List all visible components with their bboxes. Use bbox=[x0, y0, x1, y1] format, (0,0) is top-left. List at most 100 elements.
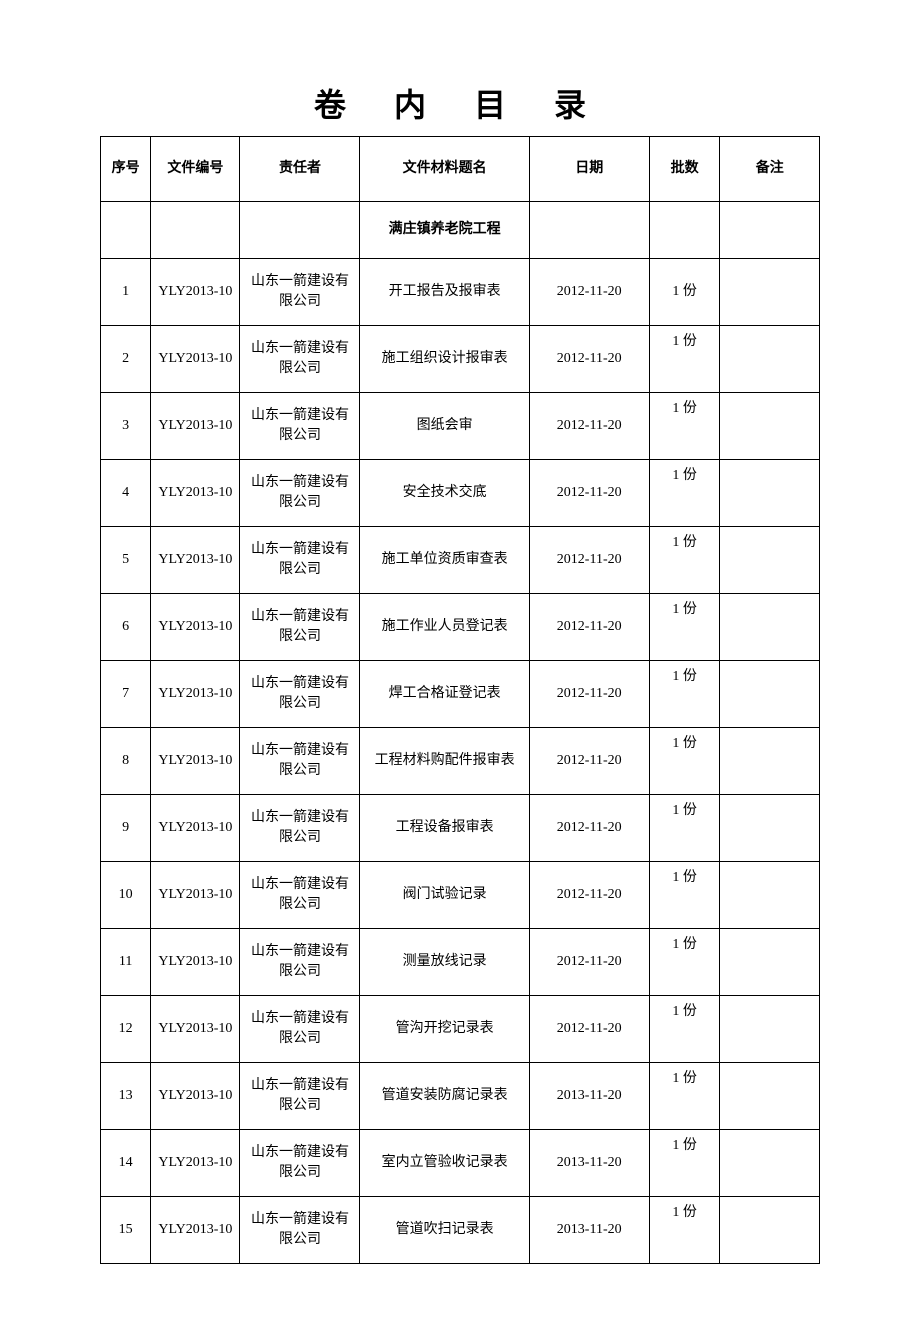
page-title: 卷 内 目 录 bbox=[100, 80, 820, 126]
table-row: 8YLY2013-10山东一箭建设有限公司工程材料购配件报审表2012-11-2… bbox=[101, 728, 820, 795]
cell-title: 安全技术交底 bbox=[360, 460, 529, 527]
cell-remark bbox=[720, 728, 820, 795]
cell-resp: 山东一箭建设有限公司 bbox=[240, 259, 360, 326]
section-cell-resp bbox=[240, 202, 360, 259]
cell-date: 2013-11-20 bbox=[529, 1197, 649, 1264]
cell-date: 2012-11-20 bbox=[529, 594, 649, 661]
cell-date: 2012-11-20 bbox=[529, 460, 649, 527]
cell-remark bbox=[720, 862, 820, 929]
section-cell-remark bbox=[720, 202, 820, 259]
cell-resp: 山东一箭建设有限公司 bbox=[240, 1063, 360, 1130]
table-row: 12YLY2013-10山东一箭建设有限公司管沟开挖记录表2012-11-201… bbox=[101, 996, 820, 1063]
table-row: 7YLY2013-10山东一箭建设有限公司焊工合格证登记表2012-11-201… bbox=[101, 661, 820, 728]
cell-resp: 山东一箭建设有限公司 bbox=[240, 527, 360, 594]
cell-seq: 15 bbox=[101, 1197, 151, 1264]
cell-remark bbox=[720, 661, 820, 728]
table-row: 13YLY2013-10山东一箭建设有限公司管道安装防腐记录表2013-11-2… bbox=[101, 1063, 820, 1130]
cell-title: 工程设备报审表 bbox=[360, 795, 529, 862]
cell-qty: 1 份 bbox=[649, 326, 720, 393]
cell-remark bbox=[720, 527, 820, 594]
cell-remark bbox=[720, 1063, 820, 1130]
col-header-resp: 责任者 bbox=[240, 137, 360, 202]
table-row: 4YLY2013-10山东一箭建设有限公司安全技术交底2012-11-201 份 bbox=[101, 460, 820, 527]
directory-table: 序号 文件编号 责任者 文件材料题名 日期 批数 备注 满庄镇养老院工程 1YL… bbox=[100, 136, 820, 1264]
cell-seq: 10 bbox=[101, 862, 151, 929]
table-row: 10YLY2013-10山东一箭建设有限公司阀门试验记录2012-11-201 … bbox=[101, 862, 820, 929]
col-header-qty: 批数 bbox=[649, 137, 720, 202]
cell-docno: YLY2013-10 bbox=[151, 259, 240, 326]
table-row: 11YLY2013-10山东一箭建设有限公司测量放线记录2012-11-201 … bbox=[101, 929, 820, 996]
table-row: 3YLY2013-10山东一箭建设有限公司图纸会审2012-11-201 份 bbox=[101, 393, 820, 460]
cell-docno: YLY2013-10 bbox=[151, 1197, 240, 1264]
cell-seq: 12 bbox=[101, 996, 151, 1063]
section-cell-date bbox=[529, 202, 649, 259]
cell-qty: 1 份 bbox=[649, 862, 720, 929]
cell-seq: 9 bbox=[101, 795, 151, 862]
cell-docno: YLY2013-10 bbox=[151, 393, 240, 460]
cell-title: 施工单位资质审查表 bbox=[360, 527, 529, 594]
cell-title: 管道吹扫记录表 bbox=[360, 1197, 529, 1264]
cell-resp: 山东一箭建设有限公司 bbox=[240, 996, 360, 1063]
cell-title: 图纸会审 bbox=[360, 393, 529, 460]
cell-docno: YLY2013-10 bbox=[151, 728, 240, 795]
cell-docno: YLY2013-10 bbox=[151, 795, 240, 862]
section-row: 满庄镇养老院工程 bbox=[101, 202, 820, 259]
cell-seq: 6 bbox=[101, 594, 151, 661]
cell-docno: YLY2013-10 bbox=[151, 996, 240, 1063]
table-row: 1YLY2013-10山东一箭建设有限公司开工报告及报审表2012-11-201… bbox=[101, 259, 820, 326]
cell-resp: 山东一箭建设有限公司 bbox=[240, 1197, 360, 1264]
cell-seq: 2 bbox=[101, 326, 151, 393]
cell-remark bbox=[720, 795, 820, 862]
col-header-date: 日期 bbox=[529, 137, 649, 202]
cell-resp: 山东一箭建设有限公司 bbox=[240, 1130, 360, 1197]
cell-remark bbox=[720, 929, 820, 996]
cell-qty: 1 份 bbox=[649, 1063, 720, 1130]
cell-date: 2012-11-20 bbox=[529, 326, 649, 393]
cell-qty: 1 份 bbox=[649, 795, 720, 862]
cell-remark bbox=[720, 393, 820, 460]
cell-docno: YLY2013-10 bbox=[151, 1130, 240, 1197]
cell-resp: 山东一箭建设有限公司 bbox=[240, 929, 360, 996]
cell-qty: 1 份 bbox=[649, 1130, 720, 1197]
section-cell-qty bbox=[649, 202, 720, 259]
cell-qty: 1 份 bbox=[649, 728, 720, 795]
cell-resp: 山东一箭建设有限公司 bbox=[240, 728, 360, 795]
cell-docno: YLY2013-10 bbox=[151, 862, 240, 929]
col-header-docno: 文件编号 bbox=[151, 137, 240, 202]
cell-date: 2012-11-20 bbox=[529, 527, 649, 594]
cell-date: 2012-11-20 bbox=[529, 728, 649, 795]
cell-resp: 山东一箭建设有限公司 bbox=[240, 393, 360, 460]
cell-seq: 1 bbox=[101, 259, 151, 326]
table-row: 2YLY2013-10山东一箭建设有限公司施工组织设计报审表2012-11-20… bbox=[101, 326, 820, 393]
cell-title: 施工作业人员登记表 bbox=[360, 594, 529, 661]
cell-seq: 13 bbox=[101, 1063, 151, 1130]
cell-remark bbox=[720, 460, 820, 527]
cell-title: 阀门试验记录 bbox=[360, 862, 529, 929]
cell-docno: YLY2013-10 bbox=[151, 929, 240, 996]
cell-docno: YLY2013-10 bbox=[151, 527, 240, 594]
cell-qty: 1 份 bbox=[649, 594, 720, 661]
cell-title: 开工报告及报审表 bbox=[360, 259, 529, 326]
cell-title: 管沟开挖记录表 bbox=[360, 996, 529, 1063]
cell-resp: 山东一箭建设有限公司 bbox=[240, 326, 360, 393]
section-cell-docno bbox=[151, 202, 240, 259]
cell-resp: 山东一箭建设有限公司 bbox=[240, 594, 360, 661]
header-row: 序号 文件编号 责任者 文件材料题名 日期 批数 备注 bbox=[101, 137, 820, 202]
cell-remark bbox=[720, 996, 820, 1063]
cell-qty: 1 份 bbox=[649, 460, 720, 527]
table-row: 6YLY2013-10山东一箭建设有限公司施工作业人员登记表2012-11-20… bbox=[101, 594, 820, 661]
cell-date: 2013-11-20 bbox=[529, 1063, 649, 1130]
cell-remark bbox=[720, 594, 820, 661]
cell-title: 焊工合格证登记表 bbox=[360, 661, 529, 728]
table-row: 9YLY2013-10山东一箭建设有限公司工程设备报审表2012-11-201 … bbox=[101, 795, 820, 862]
cell-docno: YLY2013-10 bbox=[151, 1063, 240, 1130]
section-cell-seq bbox=[101, 202, 151, 259]
cell-seq: 7 bbox=[101, 661, 151, 728]
cell-remark bbox=[720, 326, 820, 393]
cell-title: 室内立管验收记录表 bbox=[360, 1130, 529, 1197]
cell-title: 管道安装防腐记录表 bbox=[360, 1063, 529, 1130]
col-header-seq: 序号 bbox=[101, 137, 151, 202]
table-row: 15YLY2013-10山东一箭建设有限公司管道吹扫记录表2013-11-201… bbox=[101, 1197, 820, 1264]
cell-remark bbox=[720, 259, 820, 326]
cell-seq: 11 bbox=[101, 929, 151, 996]
